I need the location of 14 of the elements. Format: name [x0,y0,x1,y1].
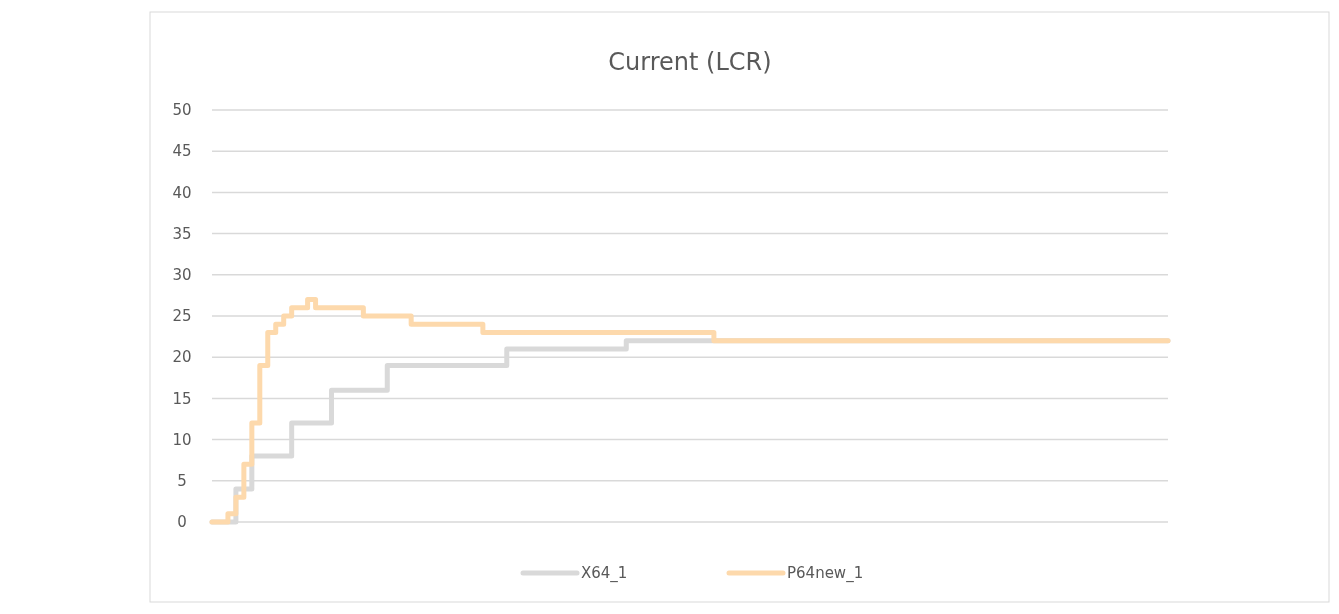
y-tick-label: 0 [177,513,187,532]
y-tick-label: 40 [172,183,192,202]
y-tick-label: 25 [172,307,192,326]
y-tick-label: 20 [172,348,192,367]
legend-label: P64new_1 [787,564,864,584]
y-tick-label: 35 [172,224,192,243]
chart-title: Current (LCR) [608,48,772,76]
y-tick-label: 10 [172,430,192,449]
y-tick-label: 30 [172,266,192,285]
y-tick-label: 50 [172,101,192,120]
y-tick-label: 15 [172,389,192,408]
legend-label: X64_1 [581,564,628,584]
y-tick-label: 45 [172,142,192,161]
y-tick-label: 5 [177,472,187,491]
